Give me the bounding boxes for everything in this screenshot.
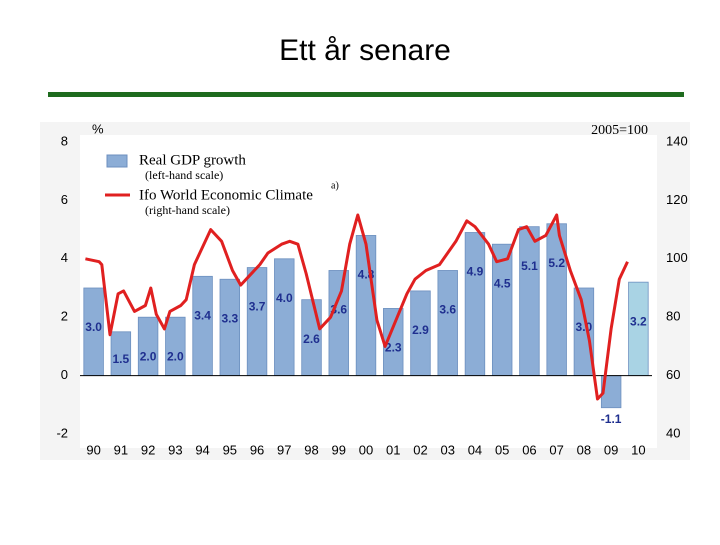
data-label: 2.0 [140,349,157,363]
data-label: 4.0 [276,291,293,305]
data-label: 3.6 [439,303,456,317]
data-label: -1.1 [601,412,622,426]
x-tick-label: 08 [577,442,591,457]
legend-note: (left-hand scale) [145,168,223,182]
x-tick-label: 99 [332,442,346,457]
data-label: 5.1 [521,259,538,273]
x-tick-label: 91 [114,442,128,457]
x-tick-label: 96 [250,442,264,457]
y-tick-label: -2 [56,425,68,440]
y2-tick-label: 80 [666,309,680,324]
bar [219,278,241,376]
data-label: 3.2 [630,314,647,328]
data-label: 2.3 [385,341,402,355]
x-tick-label: 01 [386,442,400,457]
x-tick-label: 10 [631,442,645,457]
x-tick-label: 04 [468,442,482,457]
y2-tick-label: 140 [666,133,688,148]
y-tick-label: 6 [61,192,68,207]
bar [137,316,159,377]
x-tick-label: 90 [86,442,100,457]
bar [246,267,268,376]
y-tick-label: 0 [61,367,68,382]
legend-superscript: a) [331,180,339,191]
bar [192,275,213,377]
data-label: 1.5 [113,352,130,366]
x-tick-label: 03 [440,442,454,457]
bar [464,232,486,377]
bar [437,270,458,377]
data-label: 3.3 [221,311,238,325]
bar [628,281,649,377]
x-tick-label: 97 [277,442,291,457]
data-label: 3.0 [576,320,593,334]
y-tick-label: 8 [61,133,68,148]
x-tick-label: 94 [195,442,209,457]
data-label: 5.2 [548,256,565,270]
y2-axis-label: 2005=100 [591,123,648,138]
x-tick-label: 02 [413,442,427,457]
y-tick-label: 4 [61,250,68,265]
y-tick-label: 2 [61,309,68,324]
title-rule [48,92,684,97]
y2-tick-label: 100 [666,250,688,265]
x-tick-label: 95 [223,442,237,457]
bar [519,226,540,376]
data-label: 3.4 [194,308,211,322]
bar [328,270,349,377]
x-tick-label: 07 [549,442,563,457]
bar [491,243,513,376]
legend-swatch [106,154,128,168]
y2-tick-label: 120 [666,192,688,207]
x-tick-label: 98 [304,442,318,457]
legend-label: Real GDP growth [139,152,246,168]
y2-tick-label: 40 [666,425,680,440]
data-label: 2.9 [412,323,429,337]
data-label: 3.7 [249,300,266,314]
x-tick-label: 06 [522,442,536,457]
bar [165,316,186,377]
x-tick-label: 93 [168,442,182,457]
data-label: 2.0 [167,349,184,363]
x-tick-label: 92 [141,442,155,457]
data-label: 2.6 [303,332,320,346]
legend-label: Ifo World Economic Climate [139,187,313,203]
y2-tick-label: 60 [666,367,680,382]
slide-title: Ett år senare [279,34,451,67]
x-tick-label: 05 [495,442,509,457]
bar [355,235,377,377]
data-label: 4.9 [467,265,484,279]
x-tick-label: 00 [359,442,373,457]
data-label: 3.0 [85,320,102,334]
legend-note: (right-hand scale) [145,203,230,217]
line [85,213,629,401]
data-label: 4.5 [494,276,511,290]
x-tick-label: 09 [604,442,618,457]
y-axis-label: % [92,121,104,136]
bar [274,258,295,376]
